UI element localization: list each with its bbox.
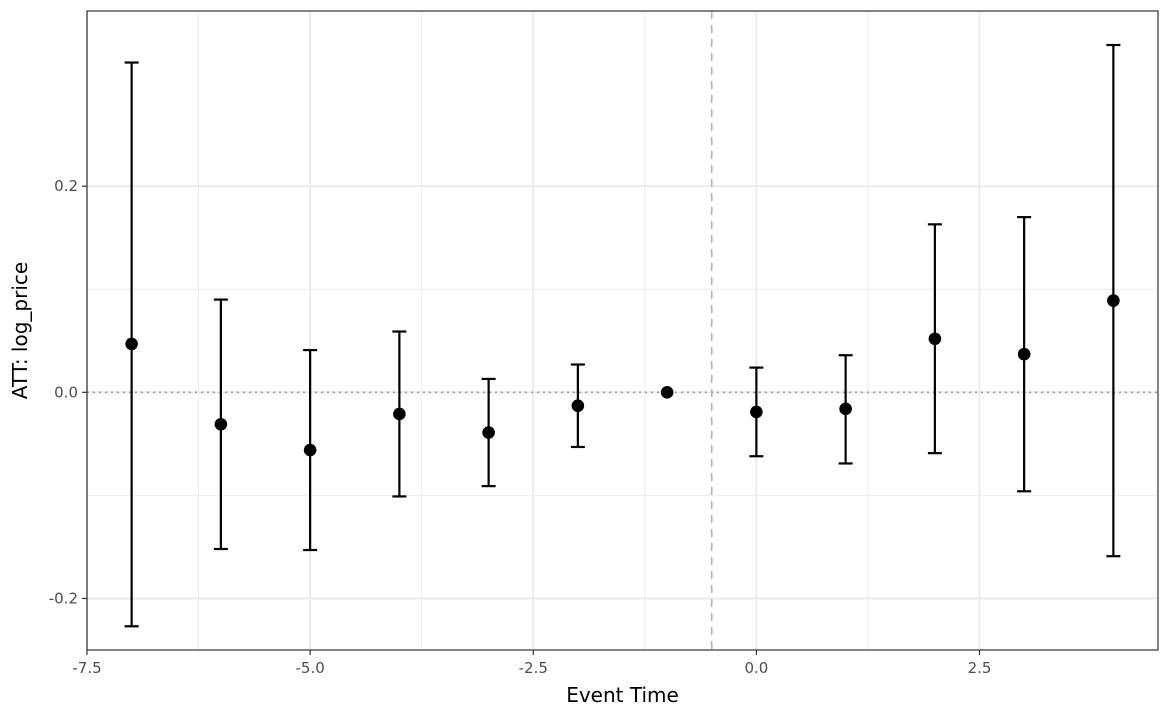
point-estimates xyxy=(125,294,1120,457)
panel-border xyxy=(86,10,1159,651)
plot-panel xyxy=(87,11,1158,650)
x-axis-title: Event Time xyxy=(566,683,679,707)
x-axis-ticks: -7.5 -5.0 -2.5 0.0 2.5 xyxy=(72,650,991,677)
y-axis-ticks: -0.2 0.0 0.2 xyxy=(49,177,87,607)
point-estimate xyxy=(303,443,317,457)
x-tick-label: -2.5 xyxy=(519,659,548,677)
y-tick-label: 0.2 xyxy=(54,177,78,195)
point-estimate xyxy=(928,332,942,346)
x-tick-label: -5.0 xyxy=(295,659,324,677)
point-estimate xyxy=(214,417,228,431)
point-estimate xyxy=(571,399,585,413)
point-estimate xyxy=(125,337,138,351)
reference-lines xyxy=(87,11,1158,650)
y-axis-title: ATT: log_price xyxy=(8,262,32,399)
point-estimate xyxy=(1017,347,1031,361)
x-tick-label: 0.0 xyxy=(744,659,768,677)
x-tick-label: 2.5 xyxy=(968,659,992,677)
grid-lines xyxy=(86,11,1158,650)
point-estimate xyxy=(482,426,495,439)
x-tick-label: -7.5 xyxy=(72,659,101,677)
point-estimate xyxy=(1107,294,1120,307)
y-tick-label: 0.0 xyxy=(54,383,78,401)
point-estimate xyxy=(660,386,674,399)
y-tick-label: -0.2 xyxy=(49,589,78,607)
point-estimate xyxy=(750,405,763,419)
point-estimate xyxy=(839,402,852,416)
point-estimate xyxy=(393,407,406,421)
